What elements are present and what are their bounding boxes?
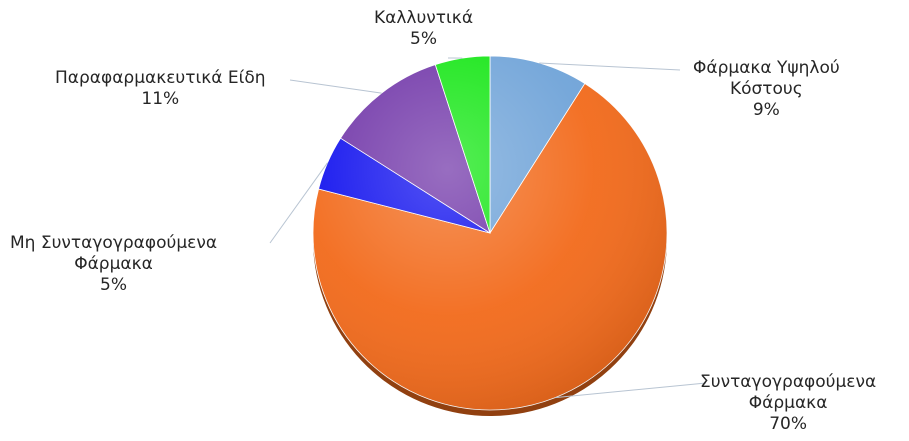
pie-slice-1-percent-label: 9% <box>752 100 780 120</box>
pie-slice-2-percent-label: 70% <box>769 414 807 434</box>
pie-slice-2-data-label: Συνταγογραφούμενα Φάρμακα 70% <box>700 372 876 435</box>
pie-slice-1-label-line-1: Φάρμακα Υψηλού <box>693 58 840 78</box>
pie-slice-4-percent-label: 11% <box>141 89 180 109</box>
pie-slice-2-label-line-2: Φάρμακα <box>748 393 828 413</box>
pie-slice-2-leader-line <box>555 382 707 399</box>
pie-slice-1-label-line-2: Κόστους <box>729 79 803 99</box>
pie-slice-1-leader-line <box>539 62 681 71</box>
pie-slice-3-label-line-1: Μη Συνταγογραφούμενα <box>10 233 218 253</box>
pie-slice-5-data-label: Καλλυντικά 5% <box>374 8 473 50</box>
pie-slice-2-label-line-1: Συνταγογραφούμενα <box>700 372 877 392</box>
pie-slice-3-label-line-2: Φάρμακα <box>74 254 153 274</box>
pie-slice-3-leader-line <box>269 162 328 244</box>
pie-slice-3-data-label: Μη Συνταγογραφούμενα Φάρμακα 5% <box>10 233 217 296</box>
pie-slice-1-data-label: Φάρμακα Υψηλού Κόστους 9% <box>693 58 840 121</box>
pie-slice-5-percent-label: 5% <box>410 29 437 49</box>
pie-slice-3-percent-label: 5% <box>100 275 128 295</box>
pie-slice-4-label-line-1: Παραφαρμακευτικά Είδη <box>55 68 266 88</box>
pie-slice-5-label-line-1: Καλλυντικά <box>374 8 474 28</box>
pie-slice-4-leader-line <box>289 79 382 94</box>
pie-slice-4-data-label: Παραφαρμακευτικά Είδη 11% <box>55 68 266 110</box>
